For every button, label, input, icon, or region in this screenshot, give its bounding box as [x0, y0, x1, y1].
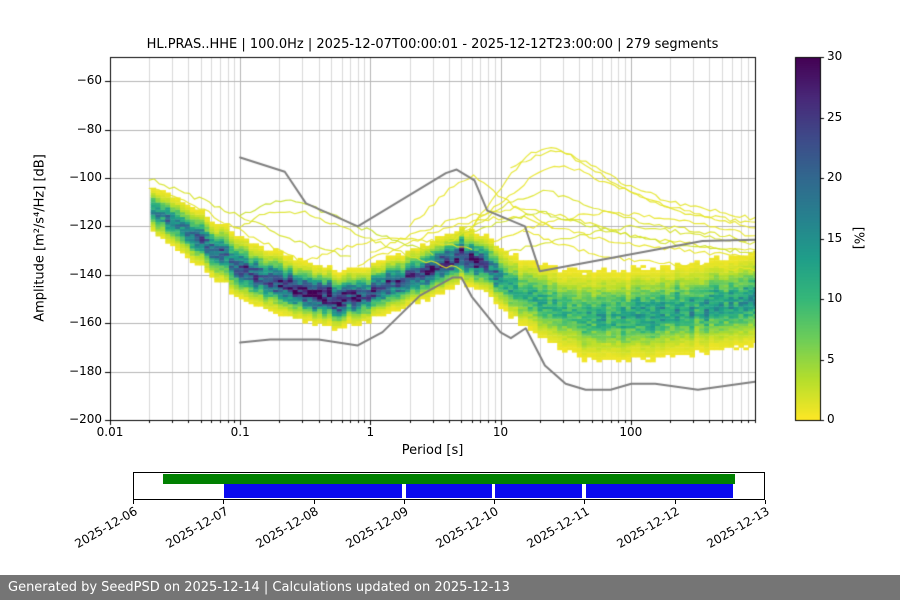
colorbar-tick-label: 20	[827, 170, 843, 184]
x-tick-label: 0.1	[230, 425, 250, 439]
x-tick-label: 100	[619, 425, 643, 439]
timeline-date-label: 2025-12-07	[162, 504, 231, 551]
timeline-date-label: 2025-12-08	[253, 504, 321, 551]
y-tick-label: −100	[69, 170, 102, 184]
y-tick-label: −140	[69, 266, 102, 281]
coverage-segment	[405, 484, 493, 498]
coverage-timeline-bar	[133, 472, 765, 500]
colorbar-label: [%]	[850, 226, 866, 250]
colorbar-tick-label: 30	[827, 49, 843, 63]
colorbar-tick-label: 10	[827, 291, 843, 305]
timeline-date-label: 2025-12-06	[72, 504, 140, 551]
y-tick-label: −80	[76, 121, 102, 136]
timeline-tick	[674, 500, 676, 504]
timeline-tick	[223, 500, 225, 504]
timeline-tick	[494, 500, 496, 504]
y-tick-label: −180	[69, 363, 102, 378]
coverage-segment	[495, 484, 583, 498]
ppsd-plot-canvas	[0, 0, 900, 470]
y-axis-label: Amplitude [m²/s⁴/Hz] [dB]	[32, 154, 48, 322]
timeline-date-label: 2025-12-13	[704, 504, 772, 551]
timeline-date-label: 2025-12-09	[343, 504, 411, 551]
timeline-date-label: 2025-12-11	[524, 504, 592, 551]
timeline-tick	[765, 500, 766, 504]
colorbar-tick-label: 15	[827, 230, 843, 245]
footer-bar: Generated by SeedPSD on 2025-12-14 | Cal…	[0, 575, 900, 600]
y-tick-label: −120	[69, 218, 102, 233]
timeline-tick	[403, 500, 405, 504]
plot-title: HL.PRAS..HHE | 100.0Hz | 2025-12-07T00:0…	[146, 37, 719, 52]
colorbar-tick-label: 25	[827, 109, 843, 124]
timeline-tick	[584, 500, 586, 504]
y-tick-label: −60	[76, 73, 102, 88]
y-tick-label: −200	[69, 412, 102, 426]
x-tick-label: 0.01	[96, 425, 124, 439]
footer-text: Generated by SeedPSD on 2025-12-14 | Cal…	[8, 580, 510, 595]
timeline-tick	[313, 500, 315, 504]
colorbar-tick-label: 0	[827, 412, 835, 426]
timeline-tick	[133, 500, 134, 504]
coverage-segment	[224, 484, 403, 498]
timeline-date-label: 2025-12-10	[433, 504, 502, 551]
x-tick-label: 1	[366, 425, 375, 439]
availability-segment	[162, 474, 735, 484]
x-tick-label: 10	[492, 425, 509, 439]
colorbar-tick-label: 5	[827, 351, 835, 366]
timeline-date-label: 2025-12-12	[614, 504, 682, 551]
x-axis-label: Period [s]	[401, 443, 464, 458]
coverage-segment	[585, 484, 734, 498]
y-tick-label: −160	[69, 315, 102, 330]
